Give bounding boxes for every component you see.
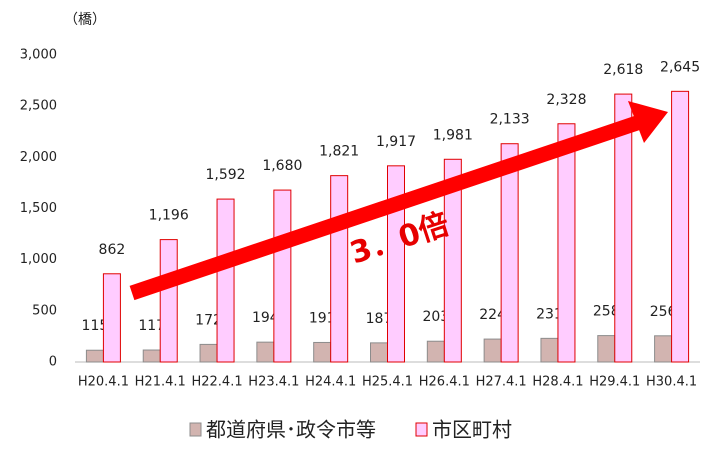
bar (654, 335, 673, 363)
value-label: 862 (99, 242, 126, 258)
bar (216, 198, 235, 363)
x-tick-label: H24.4.1 (305, 375, 356, 390)
legend-swatch (189, 422, 202, 437)
bar (85, 349, 104, 363)
bar (273, 189, 292, 363)
x-tick-label: H25.4.1 (362, 375, 413, 390)
bar (330, 175, 349, 363)
plot: 0 500 1,000 1,500 2,000 2,500 3,000 H20.4.1 115 8… (20, 48, 700, 390)
x-tick-label: H30.4.1 (646, 375, 697, 390)
x-tick-label: H27.4.1 (476, 375, 527, 390)
y-tick-label: 2,000 (20, 150, 57, 165)
x-tick-label: H21.4.1 (135, 375, 186, 390)
value-label: 117 (138, 318, 165, 334)
value-label: 1,196 (149, 208, 189, 224)
y-tick-label: 0 (49, 355, 57, 370)
value-label: 2,618 (603, 62, 643, 78)
value-label: 172 (195, 312, 222, 328)
y-tick-label: 1,500 (20, 201, 57, 216)
arrow-shaft (129, 114, 643, 301)
value-label: 258 (593, 304, 620, 320)
bar (387, 165, 405, 363)
x-tick-label: H29.4.1 (589, 375, 640, 390)
legend-label: 都道府県･政令市等 (206, 418, 376, 442)
value-label: 2,328 (546, 92, 586, 108)
bar (614, 93, 633, 363)
value-label: 1,917 (376, 134, 416, 150)
value-label: 191 (309, 310, 336, 326)
legend-label: 市区町村 (432, 418, 512, 442)
y-tick-label: 2,500 (20, 99, 57, 114)
legend-swatch (415, 422, 428, 437)
value-label: 224 (479, 307, 506, 323)
bar (483, 338, 502, 363)
y-tick-label: 3,000 (20, 48, 57, 63)
value-label: 1,680 (262, 158, 302, 174)
bar (597, 335, 616, 363)
y-unit: （橋） (64, 12, 106, 28)
bar (671, 90, 690, 363)
bar (557, 123, 576, 363)
y-tick-label: 500 (32, 303, 57, 318)
bar (540, 337, 559, 363)
y-tick-label: 1,000 (20, 252, 57, 267)
value-label: 187 (366, 311, 393, 327)
value-label: 231 (536, 306, 563, 322)
bar (500, 143, 519, 363)
value-label: 1,592 (205, 167, 245, 183)
x-tick-label: H28.4.1 (532, 375, 583, 390)
value-label: 256 (650, 304, 677, 320)
x-tick-label: H22.4.1 (191, 375, 242, 390)
value-label: 2,645 (660, 59, 700, 75)
value-label: 1,821 (319, 144, 359, 160)
bar (256, 341, 275, 363)
bar (370, 342, 388, 363)
bar (443, 158, 462, 363)
value-label: 194 (252, 310, 279, 326)
x-tick-label: H26.4.1 (419, 375, 470, 390)
value-label: 203 (422, 309, 449, 325)
bar (313, 341, 332, 363)
growth-arrow (129, 101, 668, 301)
bar (159, 239, 178, 363)
value-label: 115 (82, 318, 109, 334)
x-tick-label: H20.4.1 (78, 375, 129, 390)
bar (102, 273, 121, 363)
value-label: 2,133 (490, 112, 530, 128)
x-tick-label: H23.4.1 (248, 375, 299, 390)
bar (199, 343, 218, 363)
value-label: 1,981 (433, 127, 473, 143)
bar (426, 340, 445, 363)
arrow-head (628, 101, 668, 143)
bar (142, 349, 161, 363)
